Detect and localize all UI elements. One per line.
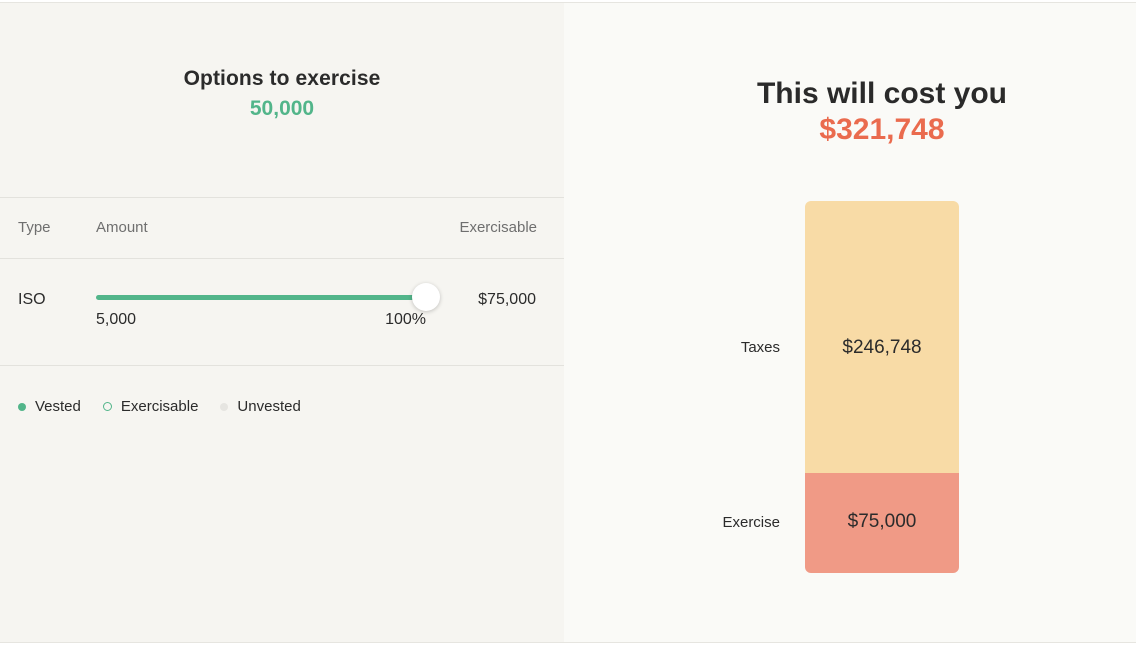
- cost-title: This will cost you: [756, 77, 1008, 110]
- legend-vested: Vested: [18, 398, 81, 415]
- amount-value: 5,000: [96, 311, 137, 328]
- bottom-border: [0, 642, 1136, 648]
- cost-panel: This will cost you $321,748 $246,748 Tax…: [564, 3, 1136, 642]
- options-panel: Options to exercise 50,000 Type Amount E…: [0, 3, 564, 642]
- amount-percent: 100%: [385, 311, 426, 328]
- exercise-label: Exercise: [722, 514, 780, 531]
- option-type: ISO: [18, 291, 46, 308]
- legend-label: Exercisable: [120, 398, 199, 415]
- unvested-dot-icon: [220, 402, 229, 411]
- cost-total: $321,748: [819, 113, 945, 146]
- taxes-label: Taxes: [740, 339, 780, 356]
- amount-slider-thumb[interactable]: [412, 283, 440, 311]
- top-border: [0, 0, 1136, 3]
- exercise-bar: $75,000: [805, 473, 959, 573]
- vested-dot-icon: [18, 402, 26, 411]
- legend-label: Unvested: [237, 398, 301, 415]
- column-header-type: Type: [18, 219, 51, 236]
- exercisable-ring-icon: [102, 402, 112, 411]
- divider: [0, 258, 564, 259]
- exercisable-value: $75,000: [478, 291, 536, 308]
- divider: [0, 197, 564, 198]
- taxes-bar: $246,748: [805, 201, 959, 473]
- legend: Vested Exercisable Unvested: [18, 398, 323, 415]
- column-header-amount: Amount: [96, 219, 148, 236]
- exercise-value: $75,000: [847, 511, 917, 532]
- taxes-value: $246,748: [842, 337, 922, 358]
- legend-exercisable: Exercisable: [102, 398, 199, 415]
- options-title: Options to exercise: [183, 67, 381, 90]
- options-value: 50,000: [249, 97, 315, 120]
- column-header-exercisable: Exercisable: [459, 219, 537, 236]
- options-header: Options to exercise 50,000: [0, 67, 564, 121]
- legend-unvested: Unvested: [220, 398, 301, 415]
- cost-header: This will cost you $321,748: [564, 77, 1136, 147]
- legend-label: Vested: [35, 398, 81, 415]
- divider: [0, 365, 564, 366]
- amount-slider-track[interactable]: [96, 295, 426, 300]
